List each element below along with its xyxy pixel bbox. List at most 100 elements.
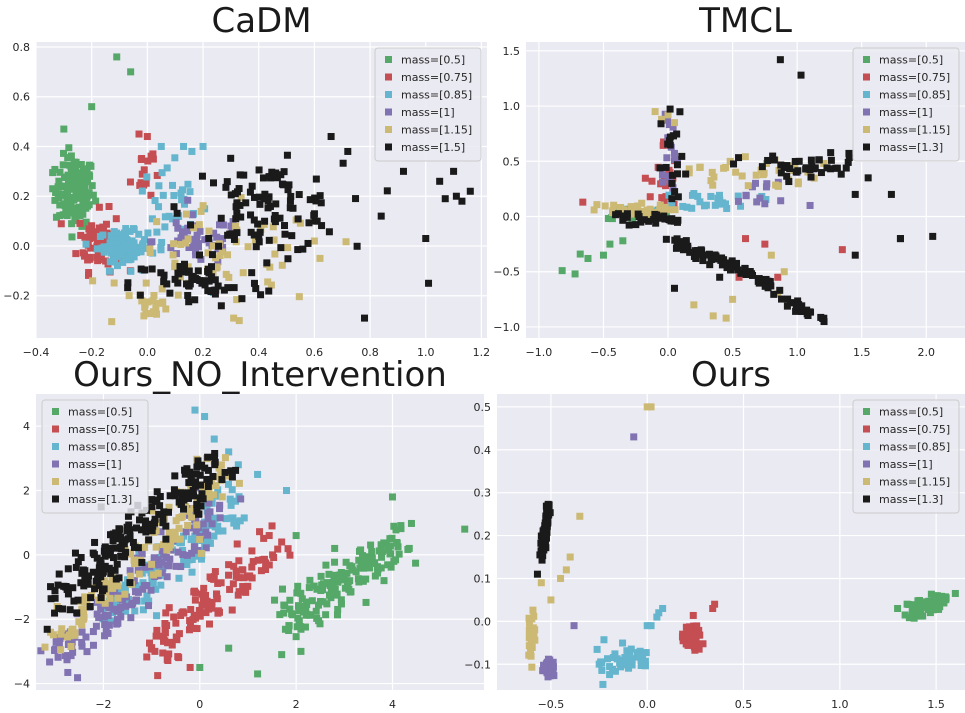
data-point <box>204 453 212 461</box>
data-point <box>777 161 785 169</box>
legend-label: mass=[1] <box>879 106 933 119</box>
data-point <box>264 193 272 201</box>
data-point <box>148 507 156 515</box>
data-point <box>312 197 320 205</box>
data-point <box>126 178 134 186</box>
data-point <box>197 207 205 215</box>
y-tick-label: 0.5 <box>474 401 492 414</box>
data-point <box>54 190 62 198</box>
data-point <box>106 594 114 602</box>
data-point <box>806 308 814 316</box>
data-point <box>222 270 230 278</box>
data-point <box>141 266 149 274</box>
data-point <box>176 263 184 271</box>
data-point <box>571 270 579 278</box>
data-point <box>691 641 699 649</box>
data-point <box>117 603 125 611</box>
data-point <box>51 587 59 595</box>
data-point <box>175 270 183 278</box>
data-point <box>353 242 361 250</box>
data-point <box>135 570 143 578</box>
data-point <box>673 170 681 178</box>
legend-label: mass=[0.85] <box>68 441 139 454</box>
data-point <box>88 182 96 190</box>
data-point <box>851 190 859 198</box>
data-point <box>60 190 68 198</box>
data-point <box>162 522 170 530</box>
data-point <box>157 246 165 254</box>
data-point <box>671 206 679 214</box>
data-point <box>708 168 716 176</box>
data-point <box>158 285 166 293</box>
data-point <box>211 514 219 522</box>
data-point <box>105 203 113 211</box>
data-point <box>255 232 263 240</box>
data-point <box>89 191 97 199</box>
data-point <box>179 228 187 236</box>
data-point <box>277 244 285 252</box>
data-point <box>262 566 270 574</box>
data-point <box>217 302 225 310</box>
data-point <box>197 255 205 263</box>
data-point <box>648 177 656 185</box>
data-point <box>823 164 831 172</box>
data-point <box>254 670 262 678</box>
data-point <box>547 596 555 604</box>
data-point <box>674 216 682 224</box>
data-point <box>165 543 173 551</box>
data-point <box>337 596 345 604</box>
data-point <box>661 203 669 211</box>
data-point <box>142 310 150 318</box>
data-point <box>121 553 129 561</box>
data-point <box>77 579 85 587</box>
data-point <box>651 210 659 218</box>
data-point <box>254 470 262 478</box>
chart-title: TMCL <box>698 1 792 41</box>
data-point <box>185 282 193 290</box>
data-point <box>131 607 139 615</box>
data-point <box>652 219 660 227</box>
y-tick-label: 0.2 <box>13 190 31 203</box>
data-point <box>717 256 725 264</box>
data-point <box>197 502 205 510</box>
data-point <box>119 596 127 604</box>
data-point <box>827 149 835 157</box>
data-point <box>78 605 86 613</box>
data-point <box>657 120 665 128</box>
data-point <box>755 279 763 287</box>
data-point <box>265 287 273 295</box>
data-point <box>315 617 323 625</box>
x-tick-label: −0.4 <box>23 346 50 359</box>
data-point <box>101 545 109 553</box>
data-point <box>199 596 207 604</box>
data-point <box>247 228 255 236</box>
data-point <box>658 194 666 202</box>
data-point <box>737 202 745 210</box>
legend-marker <box>863 108 870 116</box>
data-point <box>141 543 149 551</box>
data-point <box>199 520 207 528</box>
data-point <box>729 263 737 271</box>
data-point <box>533 570 541 578</box>
data-point <box>187 620 195 628</box>
data-point <box>774 273 782 281</box>
data-point <box>240 514 248 522</box>
data-point <box>621 654 629 662</box>
data-point <box>896 235 904 243</box>
chart-title: Ours <box>691 355 771 395</box>
data-point <box>296 219 304 227</box>
data-point <box>528 615 536 623</box>
data-point <box>195 607 203 615</box>
legend-label: mass=[0.85] <box>401 89 472 102</box>
data-point <box>205 489 213 497</box>
data-point <box>283 151 291 159</box>
data-point <box>171 492 179 500</box>
data-point <box>707 177 715 185</box>
data-point <box>211 449 219 457</box>
data-point <box>259 174 267 182</box>
data-point <box>257 291 265 299</box>
x-tick-label: 2.0 <box>918 346 936 359</box>
x-tick-label: 0 <box>196 698 203 711</box>
data-point <box>827 156 835 164</box>
data-point <box>167 534 175 542</box>
